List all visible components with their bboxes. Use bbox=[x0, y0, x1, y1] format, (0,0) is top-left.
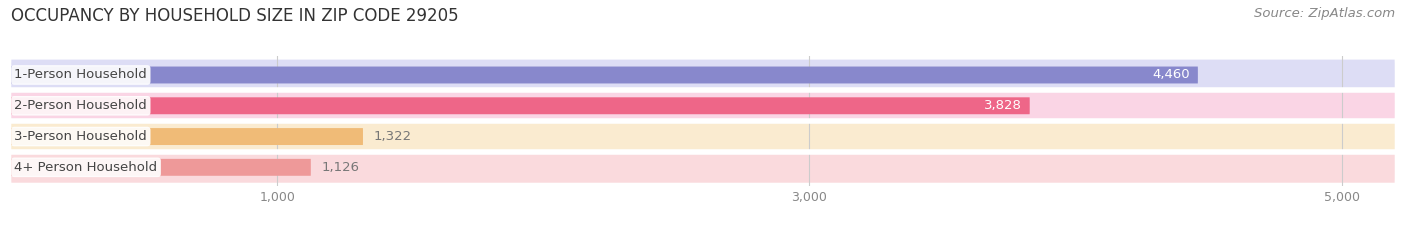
FancyBboxPatch shape bbox=[11, 60, 1395, 90]
Text: 4,460: 4,460 bbox=[1153, 69, 1189, 82]
Text: 3,828: 3,828 bbox=[984, 99, 1022, 112]
FancyBboxPatch shape bbox=[11, 152, 1395, 183]
Text: Source: ZipAtlas.com: Source: ZipAtlas.com bbox=[1254, 7, 1395, 20]
FancyBboxPatch shape bbox=[11, 121, 1395, 152]
FancyBboxPatch shape bbox=[11, 128, 363, 145]
FancyBboxPatch shape bbox=[11, 67, 1198, 83]
Text: 2-Person Household: 2-Person Household bbox=[14, 99, 148, 112]
Text: 1,322: 1,322 bbox=[374, 130, 412, 143]
Text: OCCUPANCY BY HOUSEHOLD SIZE IN ZIP CODE 29205: OCCUPANCY BY HOUSEHOLD SIZE IN ZIP CODE … bbox=[11, 7, 458, 25]
FancyBboxPatch shape bbox=[11, 97, 1029, 114]
Text: 1,126: 1,126 bbox=[322, 161, 360, 174]
FancyBboxPatch shape bbox=[11, 90, 1395, 121]
Text: 1-Person Household: 1-Person Household bbox=[14, 69, 148, 82]
Text: 3-Person Household: 3-Person Household bbox=[14, 130, 148, 143]
Text: 4+ Person Household: 4+ Person Household bbox=[14, 161, 157, 174]
FancyBboxPatch shape bbox=[11, 159, 311, 176]
